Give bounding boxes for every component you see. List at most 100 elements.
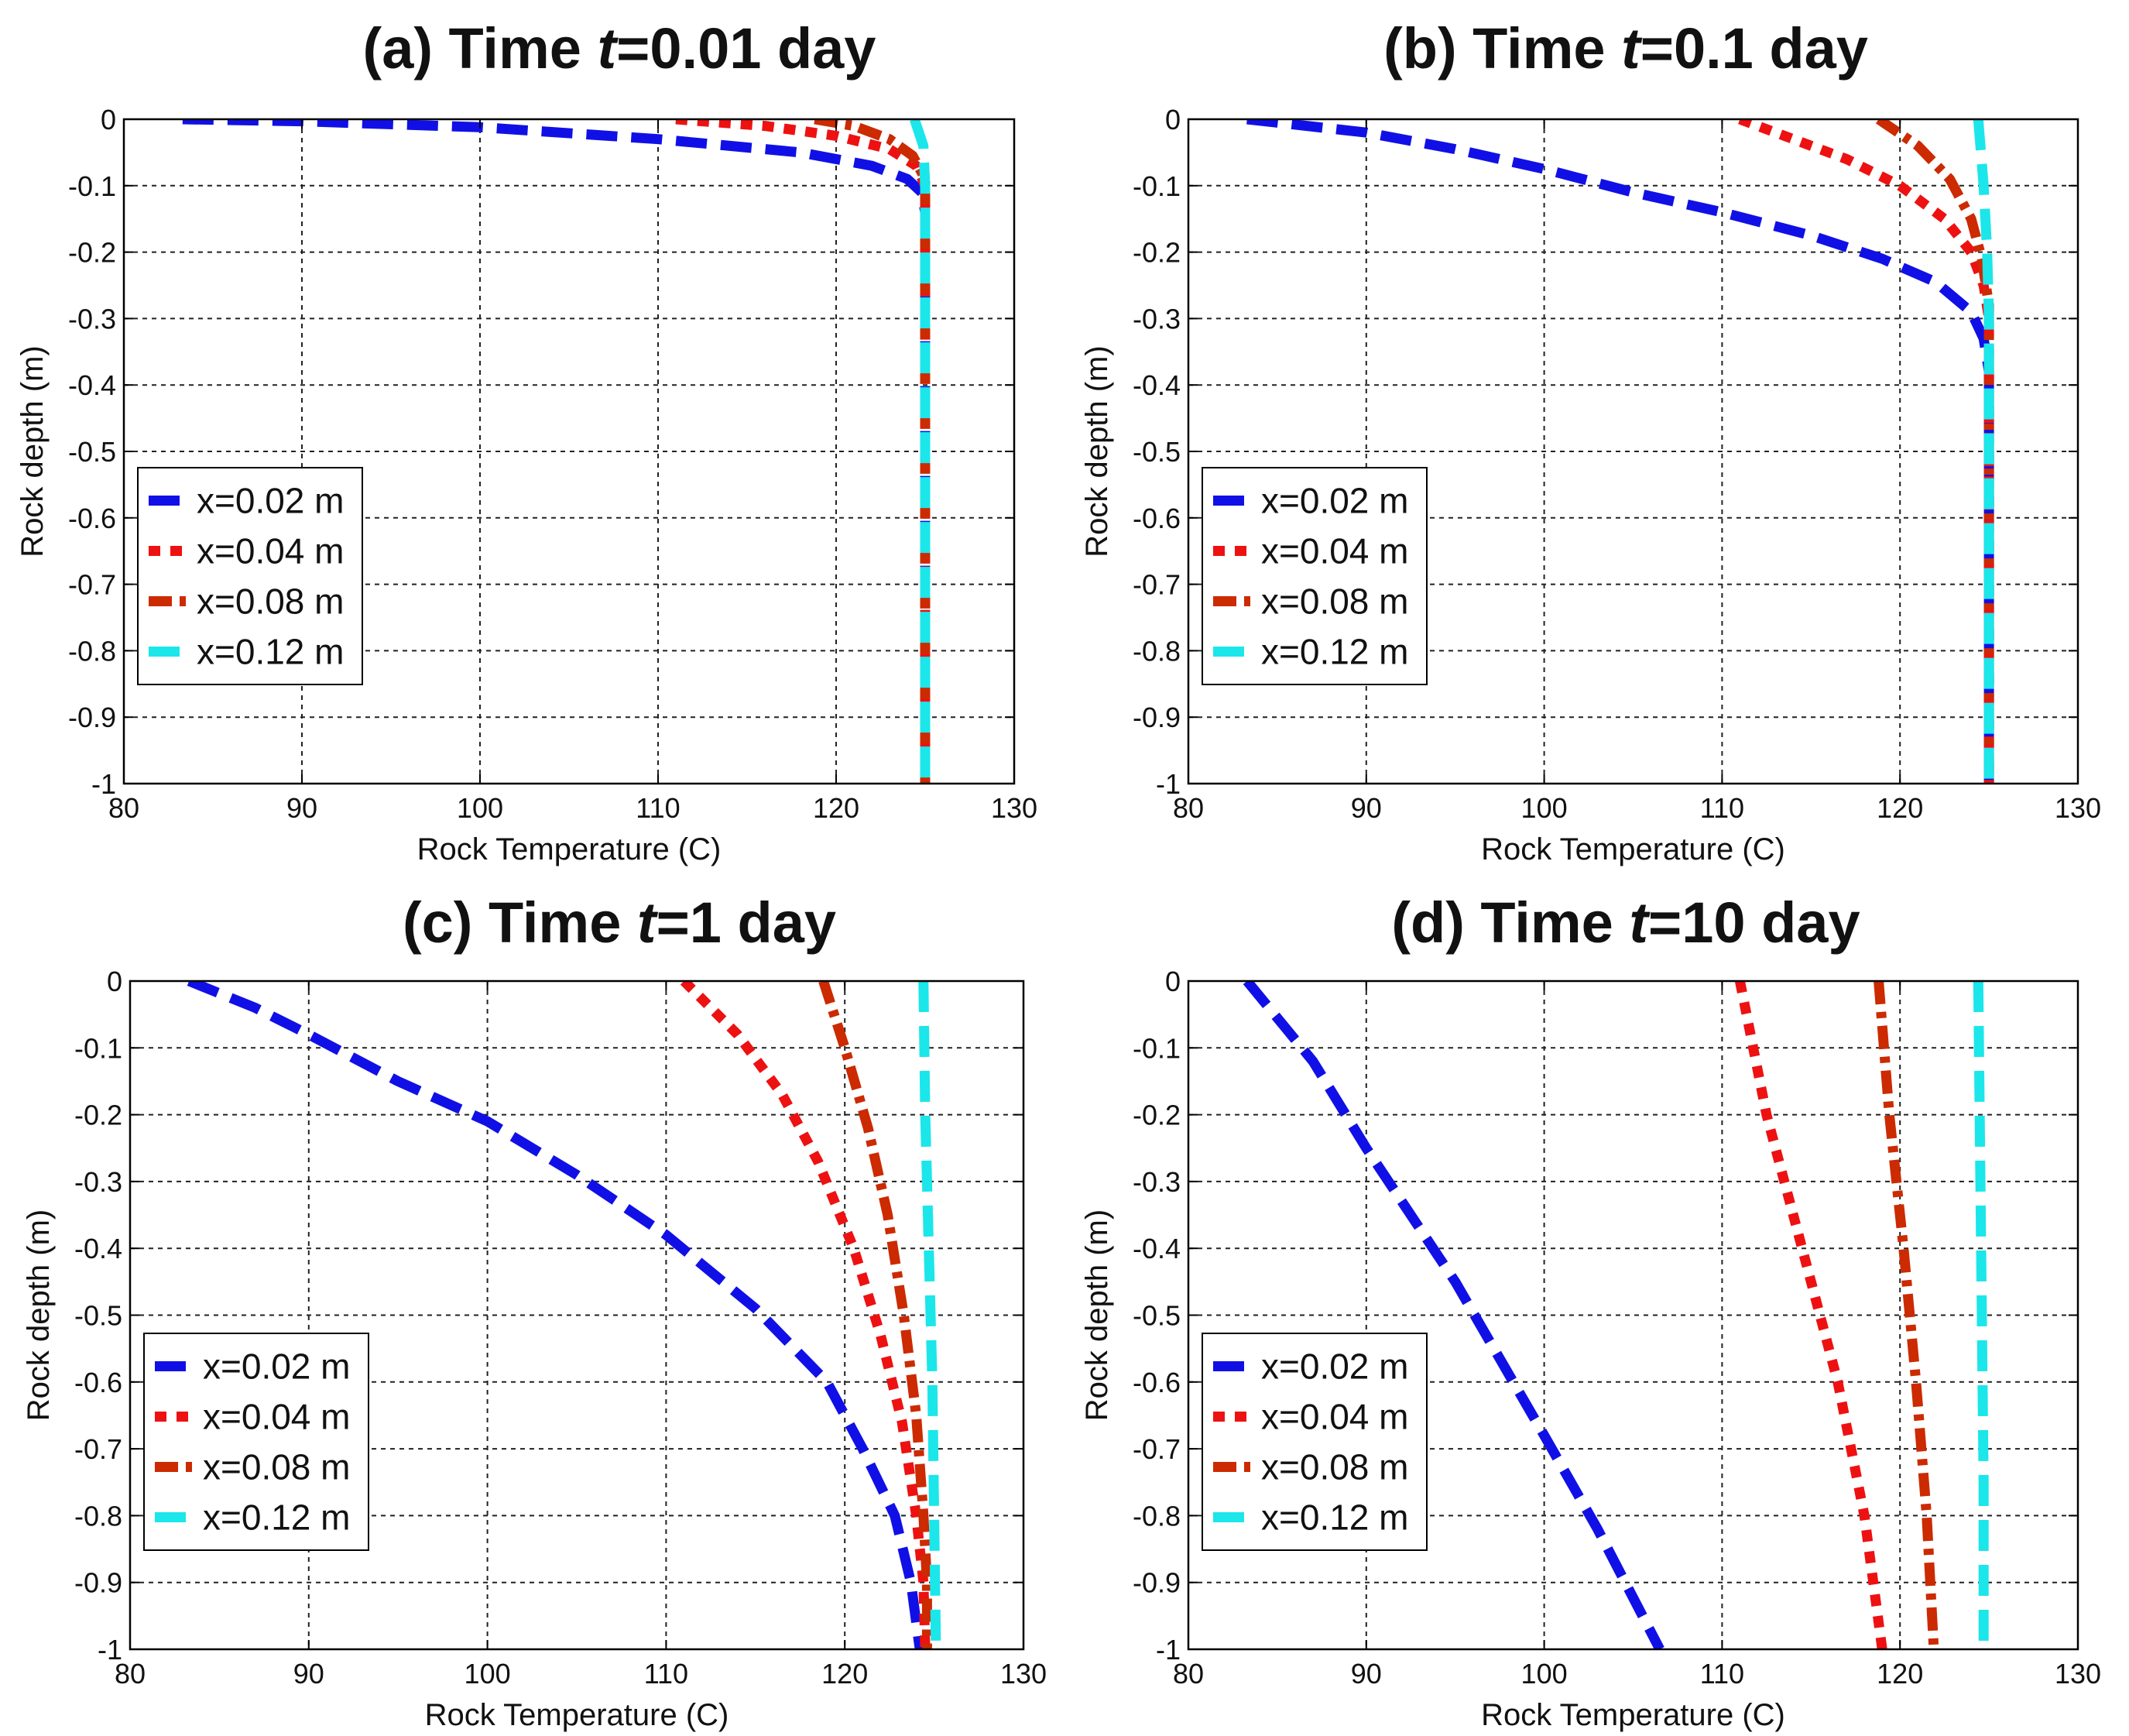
panel-a: (a) Time t=0.01 day 80 90 100 110 120 130 0 -0.1…	[15, 16, 1037, 866]
x-tick-label: 130	[2055, 792, 2101, 824]
legend-label: x=0.12 m	[1261, 1498, 1409, 1538]
legend: x=0.02 m x=0.04 m x=0.08 m x=0.12 m	[1202, 467, 1428, 685]
legend-label: x=0.08 m	[203, 1447, 351, 1487]
legend-label: x=0.08 m	[1261, 1447, 1409, 1487]
title-suffix: =0.1 day	[1640, 16, 1868, 81]
legend-label: x=0.04 m	[1261, 531, 1409, 571]
y-tick-label: -0.7	[74, 1433, 122, 1465]
legend: x=0.02 m x=0.04 m x=0.08 m x=0.12 m	[137, 467, 363, 685]
y-tick-label: -0.4	[74, 1233, 122, 1264]
y-tick-label: -0.9	[1133, 702, 1181, 733]
x-tick-label: 90	[1351, 1658, 1382, 1690]
legend-label: x=0.02 m	[197, 481, 345, 521]
series-line-x-0-02-m	[187, 981, 925, 1649]
y-tick-label: -0.6	[74, 1367, 122, 1398]
y-tick-label: -1	[91, 768, 116, 800]
series-line-x-0-04-m	[680, 981, 931, 1649]
y-tick-label: 0	[1165, 966, 1181, 997]
title-prefix: (c) Time	[403, 890, 637, 955]
y-tick-label: -0.5	[68, 436, 116, 468]
title-prefix: (d) Time	[1391, 890, 1629, 955]
y-tick-label: -0.5	[1133, 436, 1181, 468]
x-tick-label: 130	[2055, 1658, 2101, 1690]
series-line-x-0-12-m	[1973, 981, 1989, 1649]
y-tick-label: -0.1	[1133, 1032, 1181, 1064]
y-tick-label: -0.4	[68, 369, 116, 401]
y-tick-label: -0.7	[68, 569, 116, 601]
y-tick-label: -0.6	[1133, 1367, 1181, 1398]
legend-label: x=0.04 m	[197, 531, 345, 571]
x-axis-label: Rock Temperature (C)	[1481, 1698, 1785, 1732]
title-variable: t	[1629, 890, 1651, 955]
legend: x=0.02 m x=0.04 m x=0.08 m x=0.12 m	[1202, 1333, 1428, 1551]
x-tick-label: 80	[1173, 792, 1204, 824]
y-tick-label: -0.1	[68, 170, 116, 202]
legend-label: x=0.08 m	[1261, 582, 1409, 622]
x-tick-label: 110	[644, 1658, 688, 1690]
x-tick-label: 90	[286, 792, 317, 824]
y-tick-label: -0.3	[1133, 1166, 1181, 1198]
y-tick-label: -0.1	[74, 1032, 122, 1064]
x-tick-label: 100	[465, 1658, 511, 1690]
y-tick-label: -0.1	[1133, 170, 1181, 202]
chart-title: (d) Time t=10 day	[1391, 890, 1860, 955]
x-tick-label: 130	[991, 792, 1037, 824]
y-tick-label: -0.6	[68, 503, 116, 534]
y-tick-label: -0.8	[1133, 1500, 1181, 1532]
panel-b: (b) Time t=0.1 day 80 90 100 110 120 130 0 -0.1 -…	[1080, 16, 2101, 866]
y-tick-label: -0.3	[74, 1166, 122, 1198]
title-prefix: (a) Time	[363, 16, 598, 81]
title-variable: t	[637, 890, 659, 955]
legend-label: x=0.12 m	[203, 1498, 351, 1538]
x-tick-label: 110	[636, 792, 680, 824]
legend-label: x=0.02 m	[1261, 481, 1409, 521]
series-line-x-0-08-m	[818, 981, 932, 1649]
title-prefix: (b) Time	[1383, 16, 1621, 81]
series-line-x-0-04-m	[1735, 981, 1887, 1649]
series-line-x-0-02-m	[1243, 981, 1664, 1649]
x-tick-label: 120	[1877, 1658, 1923, 1690]
y-tick-label: -0.8	[1133, 635, 1181, 667]
title-suffix: =1 day	[657, 890, 836, 955]
x-tick-label: 100	[1521, 792, 1568, 824]
series-line-x-0-02-m	[182, 119, 931, 784]
chart-title: (b) Time t=0.1 day	[1383, 16, 1868, 81]
panel-d: (d) Time t=10 day 80 90 100 110 120 130 0 -0.1 -0…	[1080, 890, 2101, 1732]
legend-label: x=0.12 m	[1261, 632, 1409, 672]
y-tick-label: -0.3	[1133, 303, 1181, 335]
y-tick-label: -0.5	[74, 1300, 122, 1332]
y-tick-label: -0.3	[68, 303, 116, 335]
legend-label: x=0.08 m	[197, 582, 345, 622]
chart-title: (c) Time t=1 day	[403, 890, 836, 955]
chart-title: (a) Time t=0.01 day	[363, 16, 876, 81]
x-tick-label: 120	[1877, 792, 1923, 824]
x-tick-label: 110	[1700, 1658, 1744, 1690]
series-line-x-0-12-m	[918, 981, 941, 1649]
y-tick-label: -0.4	[1133, 1233, 1181, 1264]
x-tick-label: 130	[1000, 1658, 1047, 1690]
y-tick-label: -0.2	[1133, 237, 1181, 269]
x-tick-label: 90	[1351, 792, 1382, 824]
legend: x=0.02 m x=0.04 m x=0.08 m x=0.12 m	[143, 1333, 369, 1551]
y-tick-label: 0	[107, 966, 122, 997]
y-tick-label: -1	[98, 1634, 122, 1666]
series-group	[1243, 981, 1989, 1649]
y-tick-label: 0	[101, 104, 116, 136]
y-tick-label: -0.6	[1133, 503, 1181, 534]
y-tick-label: -0.9	[68, 702, 116, 733]
y-axis-label: Rock depth (m)	[22, 1209, 56, 1421]
y-tick-label: -0.2	[74, 1100, 122, 1131]
legend-label: x=0.02 m	[203, 1347, 351, 1387]
x-tick-label: 80	[108, 792, 139, 824]
legend-label: x=0.12 m	[197, 632, 345, 672]
y-tick-label: -0.7	[1133, 569, 1181, 601]
title-variable: t	[597, 16, 619, 81]
series-line-x-0-02-m	[1246, 119, 1994, 784]
x-tick-label: 90	[293, 1658, 324, 1690]
title-suffix: =0.01 day	[616, 16, 876, 81]
y-tick-label: -0.4	[1133, 369, 1181, 401]
x-tick-label: 110	[1700, 792, 1744, 824]
series-line-x-0-08-m	[1874, 981, 1939, 1649]
y-tick-label: 0	[1165, 104, 1181, 136]
